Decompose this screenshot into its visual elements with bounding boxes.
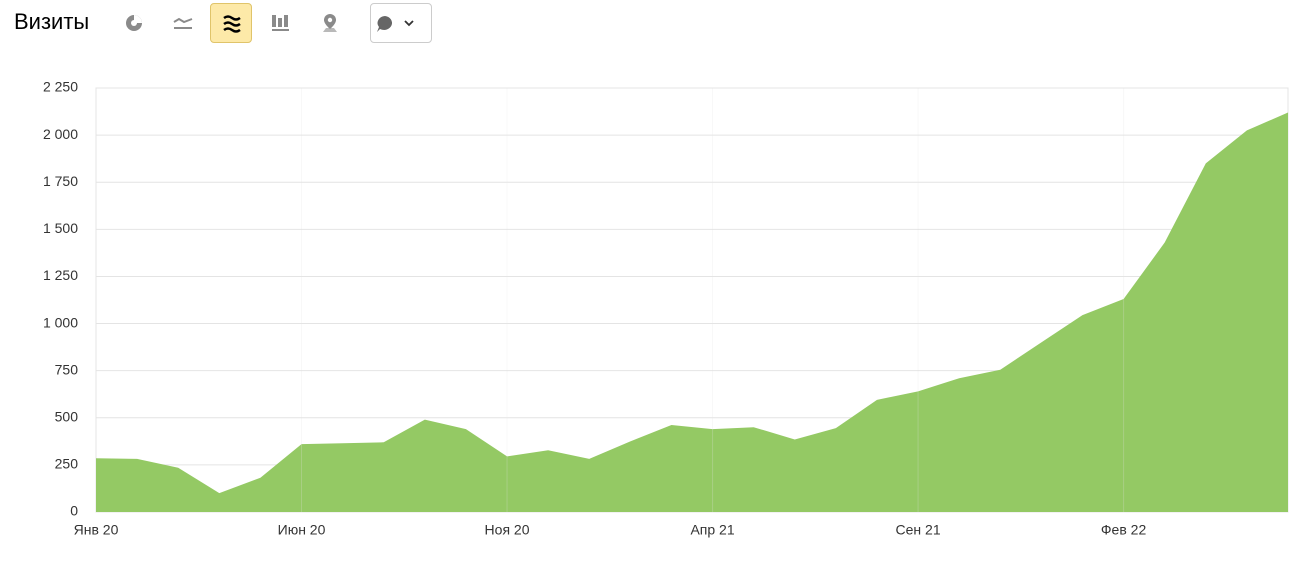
y-tick-label: 1 000 (43, 314, 78, 330)
x-tick-label: Сен 21 (896, 522, 941, 538)
annotations-dropdown[interactable] (370, 3, 432, 43)
x-tick-label: Апр 21 (690, 522, 734, 538)
area (96, 112, 1288, 513)
y-tick-label: 2 000 (43, 126, 78, 142)
y-tick-label: 1 750 (43, 173, 78, 189)
y-tick-label: 250 (55, 456, 79, 472)
page-title: Визиты (14, 9, 90, 34)
x-tick-label: Фев 22 (1101, 522, 1147, 538)
bar-chart-button[interactable] (260, 3, 302, 43)
x-tick-label: Ноя 20 (485, 522, 530, 538)
y-tick-label: 1 500 (43, 220, 78, 236)
area-chart-button[interactable] (210, 3, 252, 43)
x-tick-label: Июн 20 (278, 522, 326, 538)
y-tick-label: 500 (55, 408, 79, 424)
y-tick-label: 2 250 (43, 79, 78, 95)
y-tick-label: 750 (55, 361, 79, 377)
line-chart-button[interactable] (162, 3, 204, 43)
plot-frame (95, 87, 1289, 513)
y-tick-label: 1 250 (43, 267, 78, 283)
x-tick-label: Янв 20 (74, 522, 119, 538)
y-tick-label: 0 (70, 503, 78, 519)
pie-chart-button[interactable] (113, 3, 155, 43)
map-button[interactable] (309, 3, 351, 43)
